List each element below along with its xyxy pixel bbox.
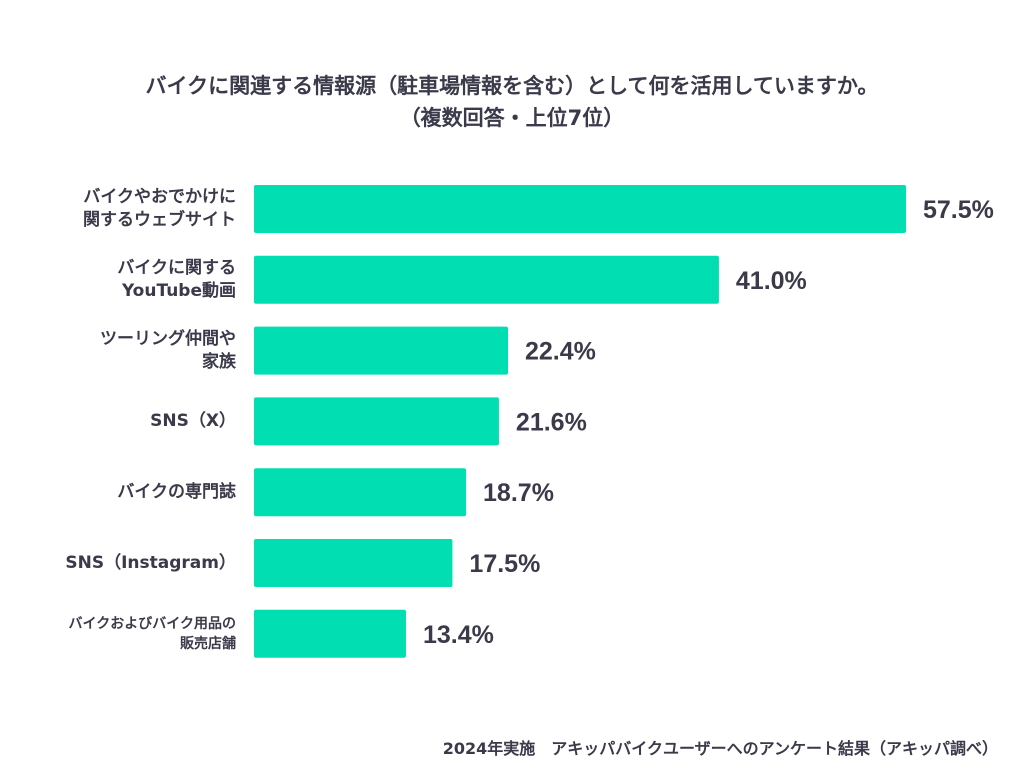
value-label-6: 13.4% (423, 621, 494, 649)
footer-note: 2024年実施 アキッパバイクユーザーへのアンケート結果（アキッパ調べ） (442, 739, 998, 758)
chart-title-line-1: バイクに関連する情報源（駐車場情報を含む）として何を活用していますか。 (145, 74, 879, 98)
bar-6 (254, 609, 406, 658)
bar-3 (254, 397, 499, 446)
category-label-3: SNS（X） (150, 410, 236, 431)
value-label-1: 41.0% (736, 267, 807, 295)
category-label-5: SNS（Instagram） (65, 552, 236, 573)
category-label-4: バイクの専門誌 (117, 481, 236, 502)
bar-0 (254, 185, 906, 233)
value-label-3: 21.6% (516, 408, 587, 436)
chart-title-line-2: （複数回答・上位7位） (399, 106, 625, 130)
bar-2 (254, 326, 508, 375)
category-label-2: ツーリング仲間や 家族 (100, 328, 236, 372)
category-label-6: バイクおよびバイク用品の 販売店舗 (68, 615, 236, 652)
category-label-1: バイクに関する YouTube動画 (117, 257, 236, 301)
value-label-4: 18.7% (483, 479, 554, 507)
category-label-0: バイクやおでかけに 関するウェブサイト (83, 187, 236, 230)
chart-title: バイクに関連する情報源（駐車場情報を含む）として何を活用していますか。 （複数回… (0, 70, 1024, 134)
bar-5 (254, 539, 453, 587)
bar-1 (254, 255, 719, 304)
value-label-0: 57.5% (923, 196, 994, 224)
value-label-2: 22.4% (525, 338, 596, 366)
bar-4 (254, 468, 467, 517)
value-label-5: 17.5% (469, 550, 540, 578)
